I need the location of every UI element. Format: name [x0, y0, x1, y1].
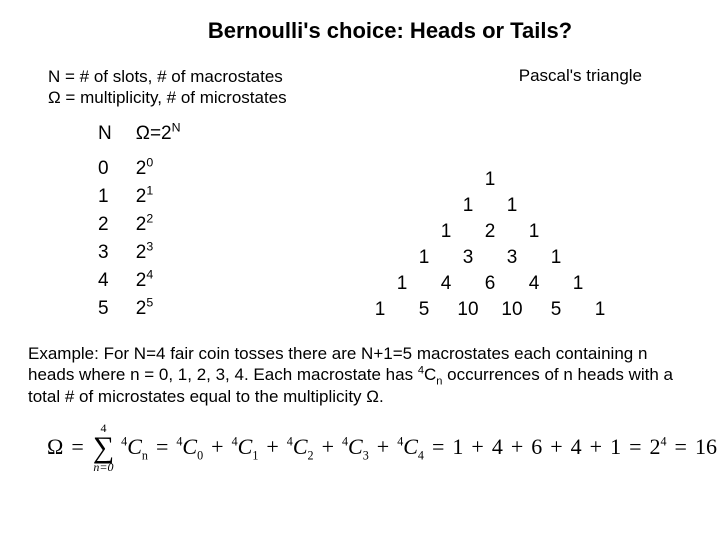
- col-head-omega: Ω=2N: [136, 123, 205, 155]
- triangle-cell: 3: [490, 247, 534, 269]
- triangle-cell: 4: [424, 273, 468, 295]
- def-N: N = # of slots, # of macrostates: [48, 66, 287, 87]
- definitions-left: N = # of slots, # of macrostates Ω = mul…: [48, 66, 287, 109]
- triangle-cell: 4: [512, 273, 556, 295]
- triangle-cell: 1: [512, 221, 556, 243]
- page-title: Bernoulli's choice: Heads or Tails?: [88, 18, 692, 44]
- triangle-row: 1: [288, 169, 692, 191]
- triangle-cell: 1: [446, 195, 490, 217]
- triangle-cell: 3: [446, 247, 490, 269]
- triangle-cell: 10: [490, 299, 534, 321]
- formula: Ω=4∑n=04Cn=4C0+4C1+4C2+4C3+4C4=1+4+6+4+1…: [46, 422, 692, 473]
- triangle-cell: 1: [534, 247, 578, 269]
- triangle-row: 15101051: [288, 299, 692, 321]
- pascals-triangle: 11112113311464115101051: [298, 169, 692, 325]
- table-row: 020: [98, 155, 205, 183]
- triangle-cell: 1: [468, 169, 512, 191]
- example-text: Example: For N=4 fair coin tosses there …: [28, 343, 692, 408]
- def-omega: Ω = multiplicity, # of microstates: [48, 87, 287, 108]
- triangle-row: 14641: [288, 273, 692, 295]
- triangle-cell: 1: [490, 195, 534, 217]
- triangle-cell: 2: [468, 221, 512, 243]
- n-omega-table: N Ω=2N 020 121 222 323 424 525: [98, 123, 298, 325]
- triangle-cell: 1: [424, 221, 468, 243]
- table-row: 222: [98, 211, 205, 239]
- table-row: 424: [98, 267, 205, 295]
- triangle-cell: 10: [446, 299, 490, 321]
- table-row: 525: [98, 295, 205, 323]
- triangle-cell: 1: [578, 299, 622, 321]
- triangle-cell: 6: [468, 273, 512, 295]
- table-row: 121: [98, 183, 205, 211]
- triangle-cell: 5: [534, 299, 578, 321]
- triangle-row: 121: [288, 221, 692, 243]
- triangle-cell: 5: [402, 299, 446, 321]
- triangle-row: 1331: [288, 247, 692, 269]
- triangle-cell: 1: [358, 299, 402, 321]
- col-head-N: N: [98, 123, 136, 155]
- triangle-cell: 1: [556, 273, 600, 295]
- triangle-row: 11: [288, 195, 692, 217]
- table-row: 323: [98, 239, 205, 267]
- triangle-cell: 1: [380, 273, 424, 295]
- pascal-label: Pascal's triangle: [519, 66, 642, 109]
- definitions-row: N = # of slots, # of macrostates Ω = mul…: [48, 66, 682, 109]
- triangle-cell: 1: [402, 247, 446, 269]
